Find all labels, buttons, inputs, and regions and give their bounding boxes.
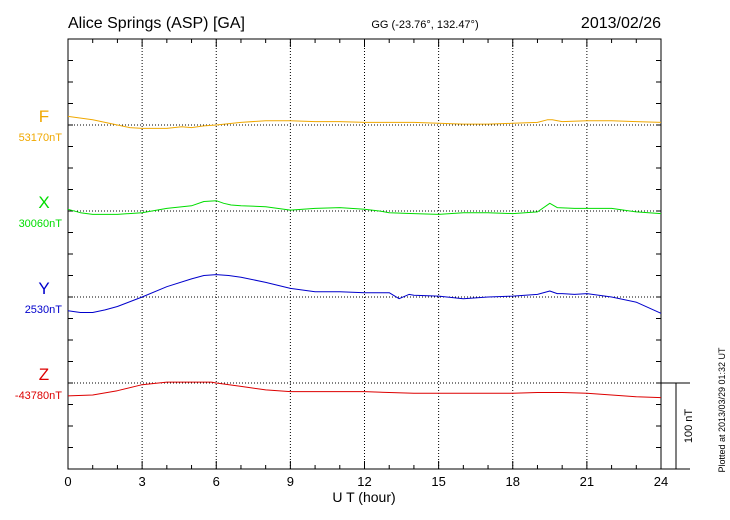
scale-bar-label: 100 nT (683, 409, 695, 444)
x-tick-label: 12 (357, 474, 371, 489)
component-name-z: Z (39, 365, 49, 384)
station-coords: GG (-23.76°, 132.47°) (371, 19, 478, 31)
baseline-label-x: 30060nT (19, 218, 63, 230)
traces (67, 115, 662, 399)
baseline-label-y: 2530nT (25, 304, 63, 316)
axis-ticks (67, 38, 662, 470)
component-name-x: X (38, 193, 49, 212)
trace-y (67, 274, 662, 314)
scale-bar (661, 382, 690, 470)
plot-date: 2013/02/26 (581, 15, 661, 32)
x-tick-label: 15 (431, 474, 445, 489)
x-tick-label: 9 (287, 474, 294, 489)
plot-frame (67, 38, 662, 470)
grid-lines (68, 39, 661, 469)
x-tick-labels: 0 3 6 9 12 15 18 21 24 (64, 474, 668, 489)
station-title: Alice Springs (ASP) [GA] (68, 15, 245, 32)
baseline-label-f: 53170nT (19, 132, 63, 144)
trace-x (67, 200, 662, 215)
x-tick-label: 18 (506, 474, 520, 489)
x-tick-label: 6 (213, 474, 220, 489)
x-tick-label: 24 (654, 474, 668, 489)
baseline-label-z: -43780nT (15, 390, 62, 402)
trace-f (67, 115, 662, 129)
x-tick-label: 0 (64, 474, 71, 489)
x-tick-label: 3 (139, 474, 146, 489)
trace-z (67, 381, 662, 399)
x-axis-label: U T (hour) (332, 489, 395, 505)
x-tick-label: 21 (580, 474, 594, 489)
component-labels: F 53170nT X 30060nT Y 2530nT Z -43780nT (15, 107, 62, 402)
component-name-y: Y (38, 279, 49, 298)
plotted-timestamp: Plotted at 2013/03/29 01:32 UT (717, 347, 727, 473)
component-name-f: F (39, 107, 49, 126)
